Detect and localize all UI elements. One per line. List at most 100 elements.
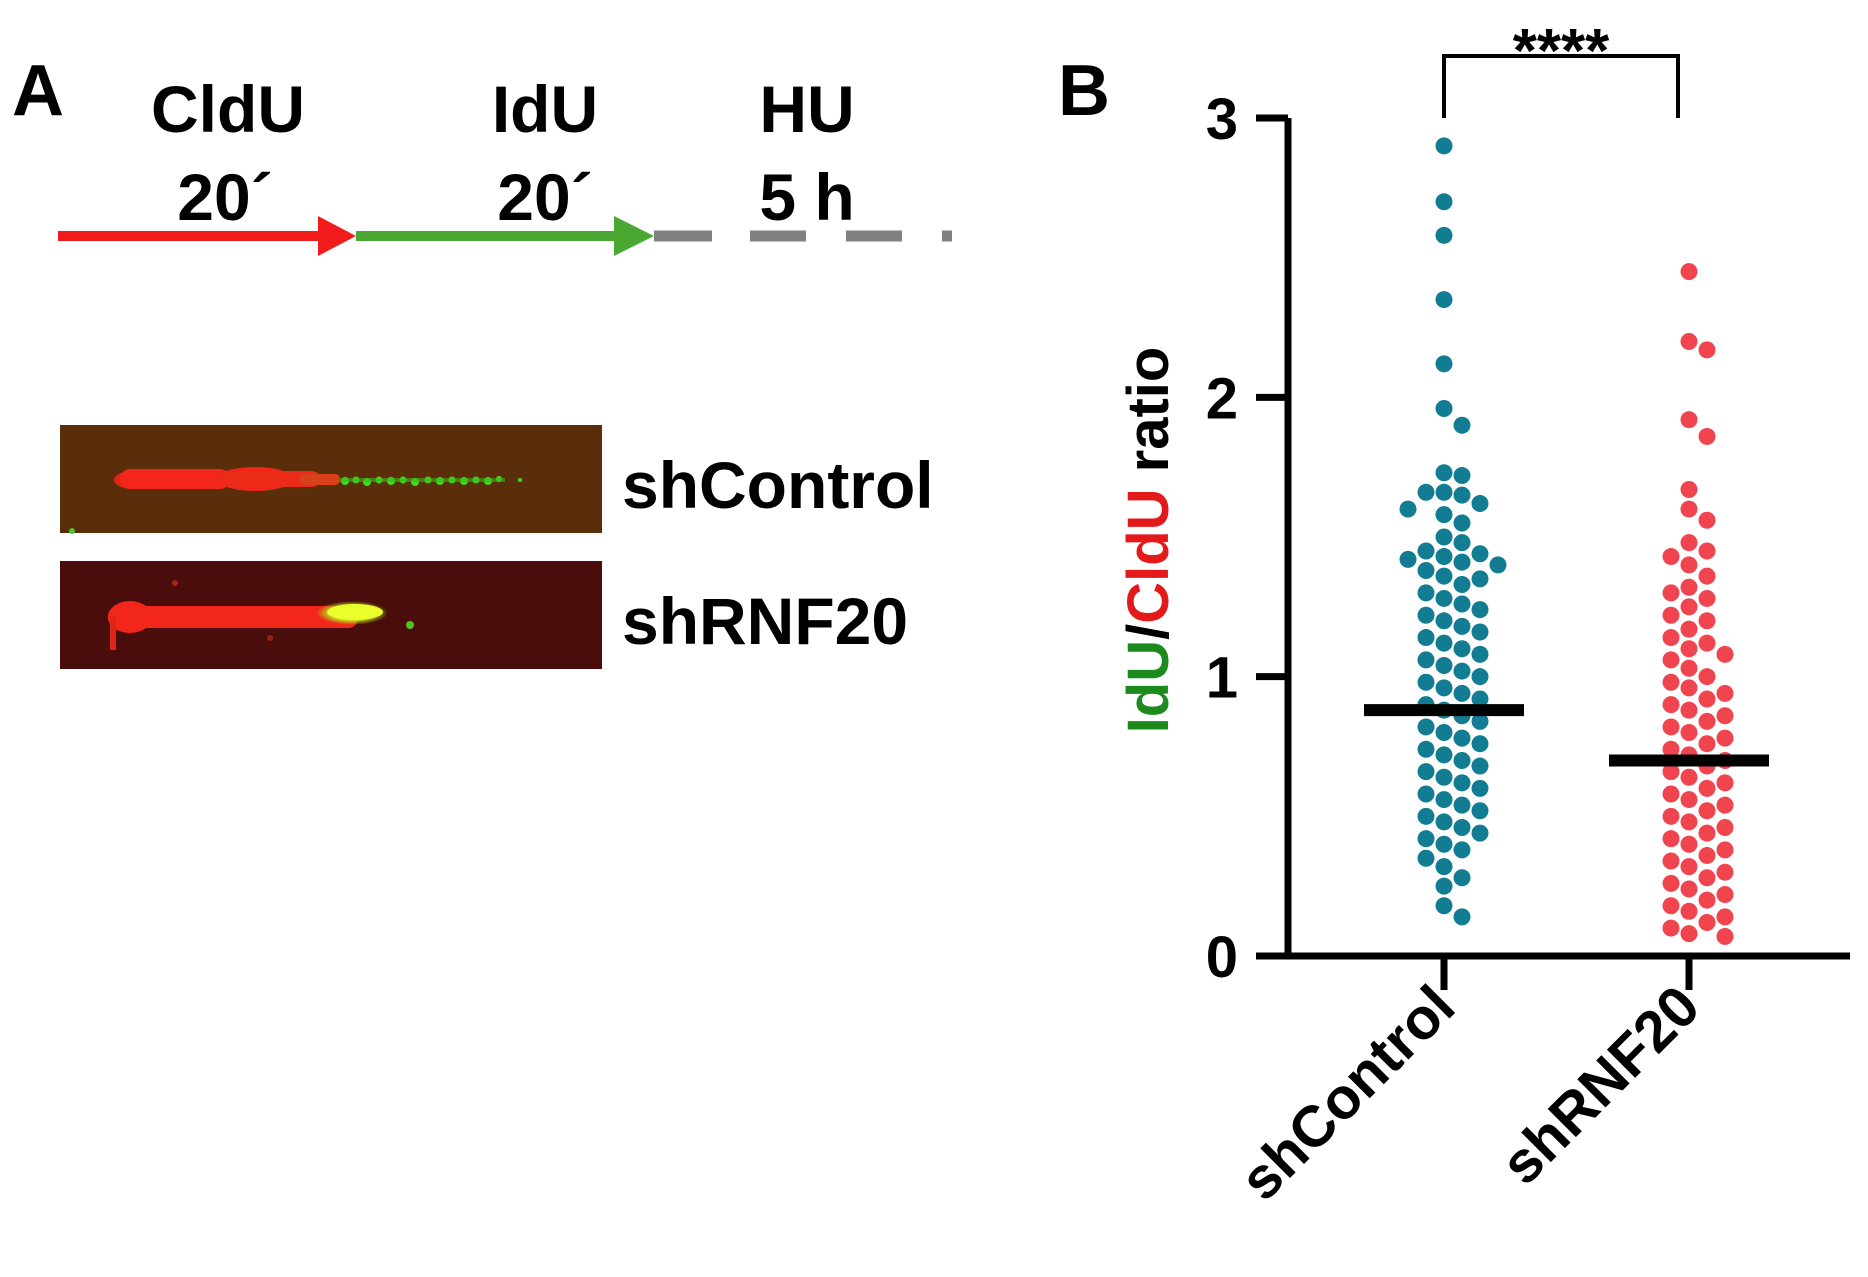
data-point-shcontrol [1453, 819, 1471, 837]
data-point-shrnf20 [1662, 919, 1680, 937]
data-point-shrnf20 [1698, 735, 1716, 753]
data-point-shrnf20 [1680, 578, 1698, 596]
data-point-shrnf20 [1680, 556, 1698, 574]
data-point-shcontrol [1453, 514, 1471, 532]
data-point-shcontrol [1471, 757, 1489, 775]
cldu-arrow [58, 216, 356, 256]
data-point-shcontrol [1453, 796, 1471, 814]
data-point-shcontrol [1453, 684, 1471, 702]
data-point-shcontrol [1435, 464, 1453, 482]
data-point-shcontrol [1399, 550, 1417, 568]
data-point-shrnf20 [1662, 763, 1680, 781]
panel-b: B IdU/CldU ratio 0 1 2 3 shControl shRNF20 *… [1058, 17, 1850, 1213]
data-point-shrnf20 [1680, 500, 1698, 518]
data-point-shcontrol [1435, 528, 1453, 546]
data-point-shcontrol [1435, 355, 1453, 373]
data-point-shcontrol [1453, 841, 1471, 859]
panel-b-label: B [1058, 51, 1110, 131]
data-point-shrnf20 [1716, 886, 1734, 904]
significance-label: **** [1513, 17, 1610, 86]
data-point-shcontrol [1435, 813, 1453, 831]
data-point-shcontrol [1435, 226, 1453, 244]
data-point-shrnf20 [1716, 819, 1734, 837]
data-point-shcontrol [1435, 483, 1453, 501]
data-point-shcontrol [1453, 869, 1471, 887]
data-point-shcontrol [1435, 589, 1453, 607]
idu-arrow [356, 216, 654, 256]
data-point-shcontrol [1435, 897, 1453, 915]
data-point-shrnf20 [1716, 863, 1734, 881]
data-point-shcontrol [1417, 606, 1435, 624]
data-point-shrnf20 [1698, 802, 1716, 820]
panel-a-label: A [12, 51, 64, 131]
data-point-shrnf20 [1662, 629, 1680, 647]
data-point-shrnf20 [1662, 874, 1680, 892]
y-ticks: 0 1 2 3 [1206, 87, 1288, 990]
data-point-shrnf20 [1698, 824, 1716, 842]
data-point-shrnf20 [1716, 774, 1734, 792]
data-point-shrnf20 [1662, 785, 1680, 803]
data-point-shcontrol [1453, 729, 1471, 747]
data-point-shcontrol [1471, 570, 1489, 588]
data-point-shcontrol [1435, 877, 1453, 895]
data-point-shrnf20 [1680, 481, 1698, 499]
data-point-shcontrol [1453, 486, 1471, 504]
data-point-shcontrol [1471, 645, 1489, 663]
data-point-shcontrol [1453, 617, 1471, 635]
y-label-slash: / [1116, 624, 1181, 640]
data-point-shrnf20 [1662, 897, 1680, 915]
data-point-shrnf20 [1716, 927, 1734, 945]
data-point-shcontrol [1471, 623, 1489, 641]
data-point-shcontrol [1435, 791, 1453, 809]
data-point-shcontrol [1417, 651, 1435, 669]
y-label-cldu: CldU [1116, 488, 1181, 623]
data-point-shcontrol [1471, 712, 1489, 730]
y-tick-label: 0 [1206, 925, 1238, 990]
data-point-shcontrol [1435, 858, 1453, 876]
x-tick-label: shRNF20 [1488, 973, 1712, 1197]
fiber-label-shcontrol: shControl [622, 448, 934, 522]
data-point-shcontrol [1435, 724, 1453, 742]
data-point-shrnf20 [1662, 740, 1680, 758]
data-point-shcontrol [1453, 416, 1471, 434]
y-label-idu: IdU [1116, 640, 1181, 733]
data-point-shcontrol [1435, 400, 1453, 418]
data-point-shcontrol [1453, 751, 1471, 769]
data-point-shrnf20 [1698, 668, 1716, 686]
data-point-shrnf20 [1698, 427, 1716, 445]
data-point-shcontrol [1471, 779, 1489, 797]
data-point-shcontrol [1417, 542, 1435, 560]
y-label-ratio: ratio [1116, 347, 1181, 489]
data-point-shrnf20 [1698, 779, 1716, 797]
data-point-shrnf20 [1680, 880, 1698, 898]
data-point-shrnf20 [1698, 567, 1716, 585]
data-point-shcontrol [1417, 629, 1435, 647]
data-point-shcontrol [1417, 718, 1435, 736]
data-point-shcontrol [1453, 575, 1471, 593]
data-point-shrnf20 [1662, 718, 1680, 736]
data-point-shrnf20 [1698, 634, 1716, 652]
data-point-shcontrol [1471, 601, 1489, 619]
data-point-shrnf20 [1716, 796, 1734, 814]
data-point-shrnf20 [1716, 684, 1734, 702]
data-point-shcontrol [1435, 567, 1453, 585]
data-point-shcontrol [1435, 193, 1453, 211]
data-point-shrnf20 [1698, 612, 1716, 630]
data-point-shrnf20 [1680, 659, 1698, 677]
x-tick-label: shControl [1228, 973, 1468, 1213]
data-point-shcontrol [1417, 584, 1435, 602]
x-ticks: shControl shRNF20 [1228, 956, 1712, 1213]
data-point-shcontrol [1417, 483, 1435, 501]
data-point-shcontrol [1399, 500, 1417, 518]
data-point-shcontrol [1435, 768, 1453, 786]
data-point-shcontrol [1417, 807, 1435, 825]
data-points [1399, 137, 1734, 945]
data-point-shcontrol [1471, 690, 1489, 708]
data-point-shcontrol [1471, 824, 1489, 842]
data-point-shrnf20 [1716, 841, 1734, 859]
data-point-shcontrol [1453, 640, 1471, 658]
data-point-shcontrol [1417, 849, 1435, 867]
data-point-shrnf20 [1680, 598, 1698, 616]
data-point-shcontrol [1435, 291, 1453, 309]
